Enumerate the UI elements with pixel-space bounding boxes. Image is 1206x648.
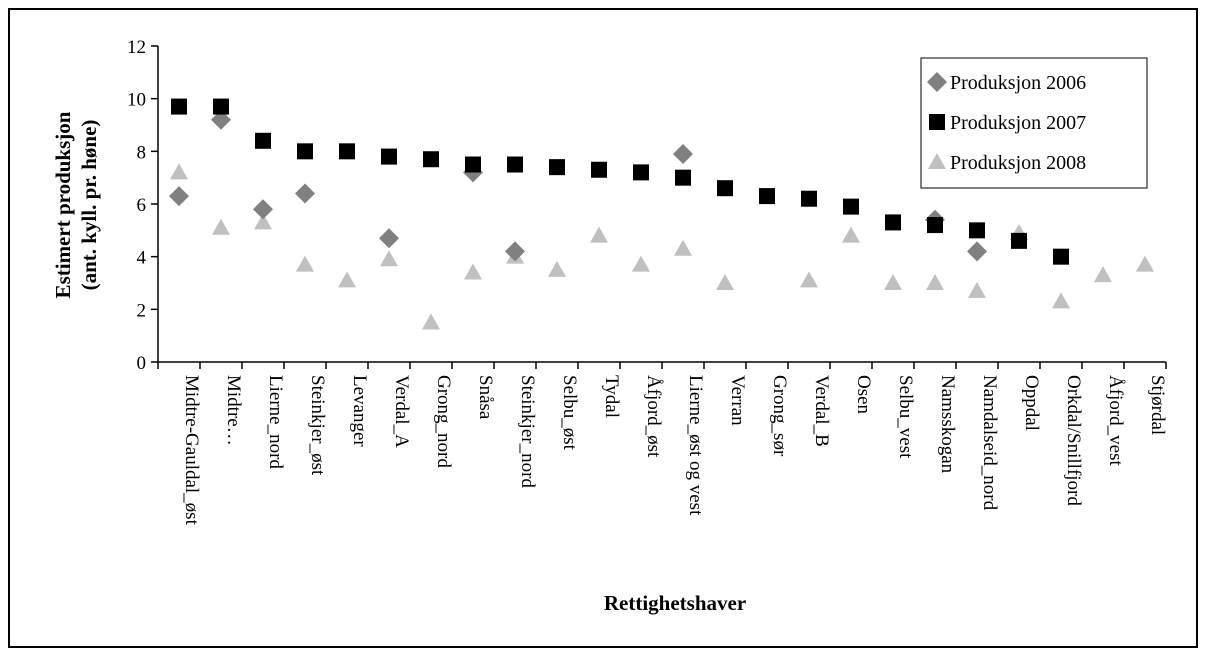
data-point-triangle xyxy=(590,226,608,243)
data-point-square xyxy=(759,188,775,205)
data-point-square xyxy=(591,161,607,178)
data-point-triangle xyxy=(800,271,818,288)
y-tick-label: 10 xyxy=(127,90,146,111)
x-tick-label: Verdal_B xyxy=(811,375,832,447)
legend-box xyxy=(920,57,1148,189)
data-point-square xyxy=(549,159,565,176)
data-point-diamond xyxy=(379,228,399,249)
data-point-triangle xyxy=(1136,255,1154,272)
scatter-chart: 0 2 4 6 8 10 12 Midtre-Gauldal_øst Midtre… Liern… xyxy=(51,37,1168,615)
x-tick-label: Steinkjer_nord xyxy=(517,375,538,488)
legend-label: Produksjon 2007 xyxy=(950,112,1086,134)
x-tick-label: Grong_sør xyxy=(769,375,790,457)
data-point-square xyxy=(885,214,901,231)
data-point-square xyxy=(381,148,397,165)
y-tick-label: 8 xyxy=(137,142,147,163)
x-tick-label: Snåsa xyxy=(475,375,496,420)
legend-marker-diamond xyxy=(927,72,947,92)
x-tick-label: Lierne_øst og vest xyxy=(685,375,706,516)
data-point-square xyxy=(801,190,817,207)
data-point-triangle xyxy=(968,281,986,298)
data-point-triangle xyxy=(338,271,356,288)
data-point-triangle xyxy=(380,250,398,267)
x-tick-label: Oppdal xyxy=(1021,375,1042,431)
data-point-square xyxy=(171,98,187,115)
legend: Produksjon 2006 Produksjon 2007 Produksjon… xyxy=(920,57,1148,189)
x-tick-label: Verdal_A xyxy=(391,375,412,448)
data-point-triangle xyxy=(842,226,860,243)
data-point-square xyxy=(717,180,733,197)
data-point-triangle xyxy=(254,213,272,230)
data-point-square xyxy=(255,132,271,149)
legend-marker-triangle xyxy=(928,153,946,169)
data-point-triangle xyxy=(422,313,440,330)
data-point-triangle xyxy=(1094,266,1112,283)
data-point-square xyxy=(633,164,649,181)
legend-marker-square xyxy=(929,114,945,130)
data-point-square xyxy=(339,143,355,160)
data-point-square xyxy=(1011,232,1027,249)
y-axis-title-line1: Estimert produksjon xyxy=(51,111,75,298)
x-tick-label: Steinkjer_øst xyxy=(307,375,328,476)
x-axis-ticks: Midtre-Gauldal_øst Midtre… Lierne_nord Stei… xyxy=(157,362,1168,526)
data-point-diamond xyxy=(505,241,525,262)
data-point-triangle xyxy=(884,274,902,290)
x-axis-title: Rettighetshaver xyxy=(604,591,746,615)
data-point-diamond xyxy=(967,241,987,262)
legend-label: Produksjon 2008 xyxy=(950,152,1086,174)
x-tick-label: Midtre-Gauldal_øst xyxy=(181,375,202,526)
x-tick-label: Tydal xyxy=(601,375,622,418)
data-point-diamond xyxy=(169,186,189,207)
data-points xyxy=(169,98,1154,330)
x-tick-label: Lierne_nord xyxy=(265,375,286,469)
x-tick-label: Åfjord_øst xyxy=(643,375,664,458)
x-tick-label: Åfjord_vest xyxy=(1105,375,1126,466)
y-tick-label: 4 xyxy=(137,248,147,269)
data-point-triangle xyxy=(464,263,482,280)
x-tick-label: Stjørdal xyxy=(1147,375,1168,435)
y-axis-title-line2: (ant. kyll. pr. høne) xyxy=(77,120,101,291)
data-point-triangle xyxy=(1052,292,1070,309)
y-tick-label: 2 xyxy=(137,300,147,321)
data-point-diamond xyxy=(673,143,693,164)
data-point-triangle xyxy=(296,255,314,272)
data-point-square xyxy=(213,98,229,115)
data-point-square xyxy=(1053,248,1069,265)
data-point-square xyxy=(423,151,439,168)
x-tick-label: Selbu_øst xyxy=(559,375,580,451)
data-point-triangle xyxy=(716,274,734,290)
data-point-triangle xyxy=(632,255,650,272)
data-point-diamond xyxy=(253,199,273,220)
data-point-square xyxy=(465,156,481,173)
data-point-triangle xyxy=(674,239,692,256)
y-tick-label: 6 xyxy=(137,195,147,216)
x-tick-label: Namsskogan xyxy=(937,375,958,474)
y-tick-label: 12 xyxy=(127,37,146,58)
data-point-triangle xyxy=(170,163,188,180)
x-tick-label: Verran xyxy=(727,375,748,426)
data-point-square xyxy=(927,217,943,234)
data-point-diamond xyxy=(295,183,315,204)
x-tick-label: Selbu_vest xyxy=(895,375,916,459)
data-point-square xyxy=(969,222,985,239)
data-point-square xyxy=(507,156,523,173)
x-tick-label: Orkdal/Snillfjord xyxy=(1063,375,1084,506)
x-tick-label: Grong_nord xyxy=(433,375,454,468)
legend-label: Produksjon 2006 xyxy=(950,72,1086,94)
y-axis-ticks: 0 2 4 6 8 10 12 xyxy=(127,37,158,374)
data-point-diamond xyxy=(211,109,231,130)
y-tick-label: 0 xyxy=(137,353,147,374)
data-point-square xyxy=(675,169,691,186)
data-point-square xyxy=(843,198,859,215)
x-tick-label: Levanger xyxy=(349,375,370,447)
x-tick-label: Namdalseid_nord xyxy=(979,375,1000,511)
data-point-triangle xyxy=(926,274,944,290)
data-point-triangle xyxy=(212,218,230,235)
data-point-triangle xyxy=(548,260,566,277)
x-tick-label: Midtre… xyxy=(223,375,244,446)
data-point-square xyxy=(297,143,313,160)
x-tick-label: Osen xyxy=(853,375,874,415)
